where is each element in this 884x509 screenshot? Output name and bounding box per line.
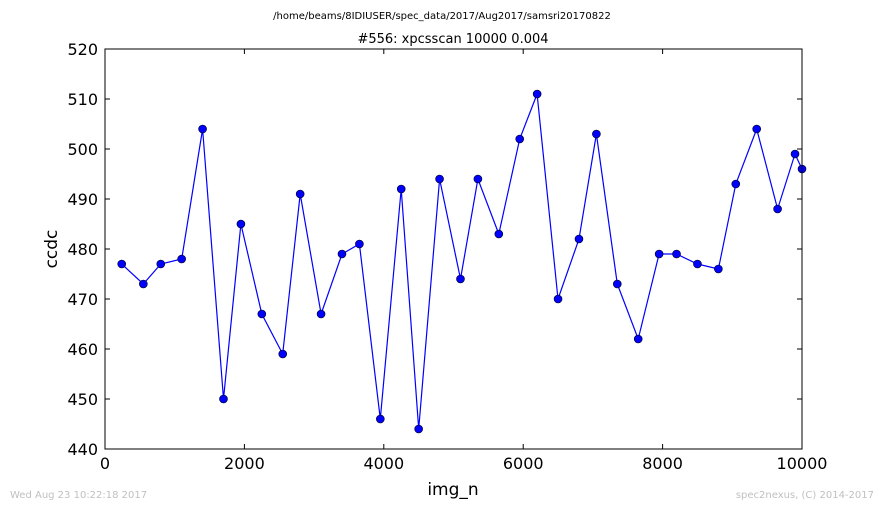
data-point — [752, 124, 761, 134]
y-tick-label: 490 — [67, 190, 98, 209]
data-point — [257, 309, 267, 319]
y-tick-label: 470 — [67, 290, 98, 309]
data-point — [574, 234, 584, 244]
x-tick-label: 4000 — [363, 454, 404, 473]
data-point — [355, 239, 364, 249]
data-point — [139, 279, 148, 289]
data-point — [731, 179, 741, 189]
x-tick-label: 2000 — [224, 454, 265, 473]
plot-frame — [104, 48, 803, 450]
x-tick-label: 10000 — [777, 454, 828, 473]
data-point — [473, 174, 483, 184]
x-tick-label: 8000 — [642, 454, 683, 473]
y-tick-label: 460 — [67, 340, 98, 359]
data-point — [693, 259, 702, 269]
data-point — [515, 134, 525, 144]
data-point — [295, 189, 305, 199]
y-tick-label: 440 — [67, 440, 98, 459]
y-tick-label: 480 — [67, 240, 98, 259]
data-series — [117, 89, 807, 434]
data-point — [773, 204, 782, 214]
data-point — [316, 309, 326, 319]
data-point — [532, 89, 542, 99]
data-point — [396, 184, 406, 194]
chart-title: #556: xpcsscan 10000 0.004 — [357, 32, 548, 47]
data-point — [198, 124, 207, 134]
data-point — [672, 249, 681, 259]
x-tick-label: 0 — [100, 454, 110, 473]
x-tick-label: 6000 — [503, 454, 544, 473]
data-point — [790, 149, 800, 159]
data-point — [714, 264, 723, 274]
y-tick-label: 510 — [67, 90, 98, 109]
figure-suptitle: /home/beams/8IDIUSER/spec_data/2017/Aug2… — [273, 11, 611, 22]
footer-credit: spec2nexus, (C) 2014-2017 — [736, 490, 874, 501]
data-point — [177, 254, 186, 264]
data-point — [376, 414, 385, 424]
data-point — [435, 174, 444, 184]
data-point — [553, 294, 563, 304]
data-point — [414, 424, 423, 434]
data-point — [612, 279, 622, 289]
data-point — [592, 129, 601, 139]
footer-timestamp: Wed Aug 23 10:22:18 2017 — [10, 490, 147, 501]
y-tick-label: 520 — [67, 40, 98, 59]
axis-ticks: 0 2000 4000 6000 8000 10000 440 450 460 470 480 490… — [67, 40, 827, 473]
y-tick-label: 450 — [67, 390, 98, 409]
data-point — [337, 249, 347, 259]
y-tick-label: 500 — [67, 140, 98, 159]
data-point — [633, 334, 643, 344]
data-point — [236, 219, 246, 229]
data-point — [156, 259, 166, 269]
data-point — [456, 274, 465, 284]
data-point — [278, 349, 288, 359]
data-point — [494, 229, 504, 239]
data-point — [219, 394, 228, 404]
data-point — [117, 259, 127, 269]
data-point — [654, 249, 664, 259]
x-axis-label: img_n — [427, 480, 478, 500]
y-axis-label: ccdc — [42, 230, 62, 269]
